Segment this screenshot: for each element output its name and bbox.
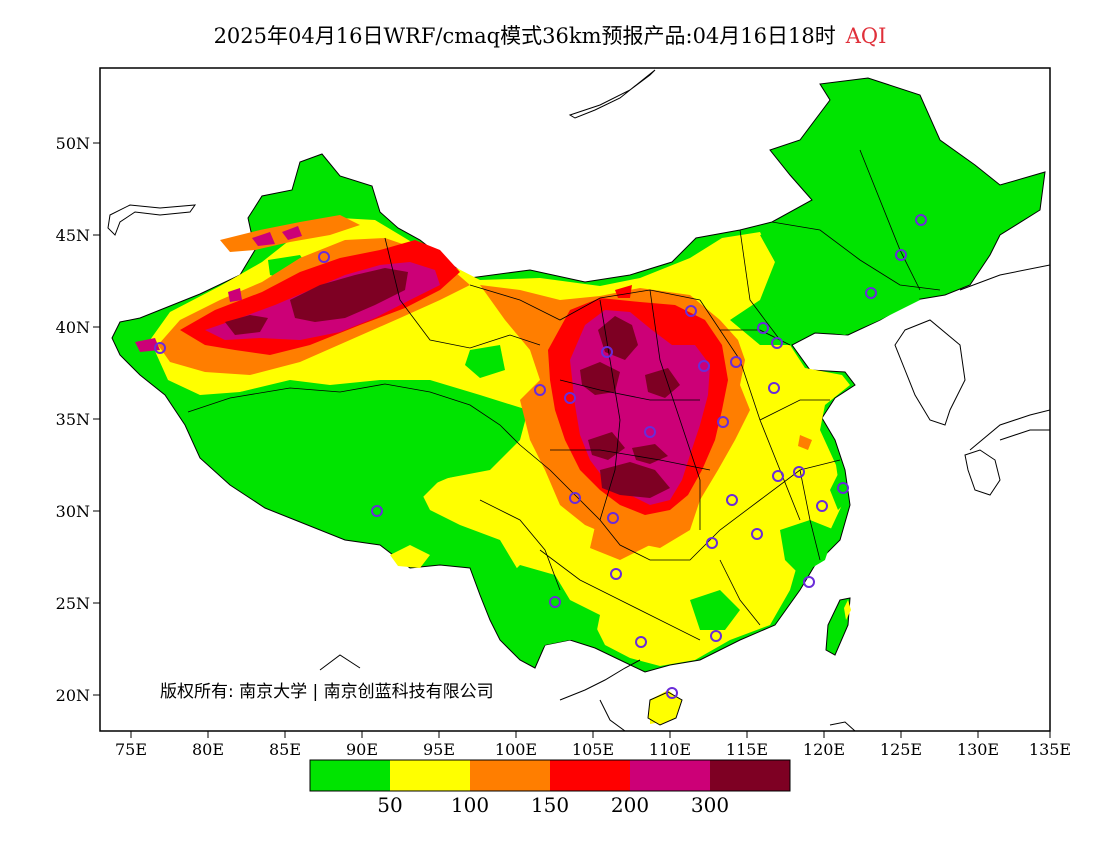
y-tick-label: 45N — [56, 226, 90, 245]
map-title: 2025年04月16日WRF/cmaq模式36km预报产品:04月16日18时 A… — [0, 20, 1100, 50]
station-marker — [644, 426, 656, 438]
map-frame — [99, 67, 1051, 732]
colorbar-label: 300 — [691, 793, 729, 817]
station-marker — [607, 512, 619, 524]
station-marker — [154, 342, 166, 354]
station-marker — [895, 249, 907, 261]
station-marker — [569, 492, 581, 504]
x-tick-label: 130E — [957, 740, 999, 759]
station-marker — [865, 287, 877, 299]
y-tick-label: 30N — [56, 502, 90, 521]
x-tick-label: 125E — [880, 740, 922, 759]
station-marker — [837, 482, 849, 494]
x-tick-label: 100E — [495, 740, 537, 759]
x-tick-label: 85E — [269, 740, 301, 759]
x-tick-label: 110E — [649, 740, 691, 759]
colorbar-swatch-unhealthy — [550, 760, 630, 791]
y-axis-labels: 50N 45N 40N 35N 30N 25N 20N — [56, 134, 90, 705]
x-tick-label: 115E — [726, 740, 768, 759]
x-axis-labels: 75E 80E 85E 90E 95E 100E 105E 110E 115E … — [115, 740, 1071, 759]
x-tick-label: 105E — [572, 740, 614, 759]
station-markers — [154, 214, 927, 699]
y-tick-label: 40N — [56, 318, 90, 337]
station-marker — [685, 305, 697, 317]
copyright-notice: 版权所有: 南京大学 | 南京创蓝科技有限公司 — [160, 682, 494, 702]
x-axis-tick-marks — [130, 731, 1051, 738]
x-tick-label: 120E — [803, 740, 845, 759]
station-marker — [698, 360, 710, 372]
province-boundaries — [187, 149, 941, 641]
neighbor-coastlines — [107, 69, 1050, 731]
station-marker — [757, 322, 769, 334]
y-axis-tick-marks — [93, 142, 100, 696]
station-marker — [816, 500, 828, 512]
station-marker — [666, 687, 678, 699]
station-marker — [772, 470, 784, 482]
station-marker — [371, 505, 383, 517]
station-marker — [730, 356, 742, 368]
title-main: 2025年04月16日WRF/cmaq模式36km预报产品:04月16日18时 — [213, 24, 836, 48]
colorbar-swatch-hazardous — [710, 760, 790, 791]
taiwan-moderate-zone — [844, 600, 851, 620]
aqi-good-pockets — [190, 215, 920, 660]
station-marker — [549, 596, 561, 608]
x-tick-label: 135E — [1029, 740, 1071, 759]
colorbar-swatch-very-unhealthy — [630, 760, 710, 791]
colorbar-swatch-unhealthy-sensitive — [470, 760, 550, 791]
colorbar-labels: 50 100 150 200 300 — [377, 793, 729, 817]
y-tick-label: 20N — [56, 686, 90, 705]
colorbar-label: 150 — [531, 793, 569, 817]
station-marker — [635, 636, 647, 648]
station-marker — [751, 528, 763, 540]
x-tick-label: 80E — [192, 740, 224, 759]
colorbar-label: 100 — [451, 793, 489, 817]
map-content — [107, 69, 1050, 731]
station-marker — [768, 382, 780, 394]
colorbar-label: 50 — [377, 793, 402, 817]
y-tick-label: 25N — [56, 594, 90, 613]
station-marker — [534, 384, 546, 396]
taiwan-island — [825, 597, 851, 656]
x-tick-label: 90E — [346, 740, 378, 759]
station-marker — [803, 576, 815, 588]
station-marker — [610, 568, 622, 580]
station-marker — [717, 416, 729, 428]
station-marker — [726, 494, 738, 506]
station-marker — [771, 337, 783, 349]
station-marker — [706, 537, 718, 549]
colorbar-border — [309, 759, 791, 792]
colorbar-label: 200 — [611, 793, 649, 817]
y-tick-label: 50N — [56, 134, 90, 153]
station-marker — [793, 466, 805, 478]
aqi-colorbar — [309, 759, 791, 792]
title-variable: AQI — [845, 24, 887, 48]
x-tick-label: 95E — [423, 740, 455, 759]
station-marker — [564, 392, 576, 404]
station-marker — [710, 630, 722, 642]
x-tick-label: 75E — [115, 740, 147, 759]
station-marker — [318, 251, 330, 263]
station-marker — [915, 214, 927, 226]
station-marker — [601, 346, 613, 358]
y-tick-label: 35N — [56, 410, 90, 429]
colorbar-swatch-moderate — [390, 760, 470, 791]
colorbar-swatch-good — [310, 760, 390, 791]
